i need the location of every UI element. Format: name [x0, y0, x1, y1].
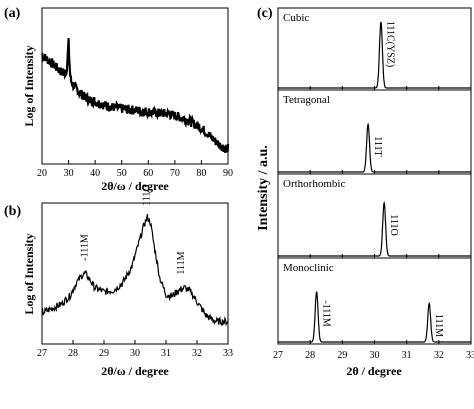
- subplot-tetragonal: Tetragonal 111T: [277, 89, 472, 175]
- panel-a-y-axis-label: Log of Intensity: [22, 45, 36, 126]
- panel-c-y-axis-label: Intensity / a.u.: [256, 145, 271, 231]
- subplot-peak-label: 111C(YSZ): [385, 21, 396, 67]
- panel-c-x-axis-label: 2θ / degree: [346, 364, 402, 378]
- panel-a-x-tick-label: 50: [117, 168, 127, 179]
- panel-c-x-ticks: 27 28 29 30 31 32 33: [273, 350, 474, 361]
- panel-b-peak-label: 111O: [142, 184, 153, 205]
- panel-b-label: (b): [4, 204, 21, 219]
- panel-b-x-tick-label: 29: [99, 348, 109, 359]
- panel-c-subplots: Cubic 111C(YSZ) Tetragonal 111T Orthorhombic…: [277, 7, 472, 345]
- panel-b-peak-label: 111M: [176, 251, 187, 274]
- panel-b-x-tick-label: 31: [161, 348, 171, 359]
- panel-b-x-axis-label: 2θ/ω / degree: [101, 364, 169, 378]
- panel-b-x-ticks: 27 28 29 30 31 32 33: [37, 340, 233, 359]
- panel-b-series-line: [41, 213, 229, 327]
- subplot-phase-label: Tetragonal: [283, 94, 330, 106]
- subplot-phase-label: Orthorhombic: [283, 178, 345, 190]
- panel-a-x-tick-label: 90: [223, 168, 233, 179]
- panel-b-x-tick-label: 27: [37, 348, 47, 359]
- panel-c-label: (c): [257, 6, 273, 21]
- panel-b-y-axis-label: Log of Intensity: [22, 233, 36, 314]
- subplot-peak-label: 111M: [433, 314, 444, 337]
- panel-b-frame: [41, 202, 229, 345]
- panel-c: (c) Cubic 111C(YSZ) Tetragonal 111T Orthorho…: [256, 6, 474, 378]
- subplot-peak-label: 111O: [388, 214, 399, 235]
- panel-a-series-line: [41, 38, 230, 153]
- subplot-phase-label: Cubic: [283, 12, 309, 24]
- panel-c-x-tick-label: 27: [273, 350, 283, 361]
- panel-a-x-tick-label: 30: [64, 168, 74, 179]
- panel-a-x-tick-label: 40: [90, 168, 100, 179]
- subplot-peak-label: -111M: [320, 300, 331, 327]
- panel-a-x-tick-label: 60: [143, 168, 153, 179]
- panel-b-x-tick-label: 30: [130, 348, 140, 359]
- panel-b-annotations: -111M 111O 111M: [80, 184, 187, 274]
- subplot-phase-label: Monoclinic: [283, 262, 334, 274]
- panel-b-peak-label: -111M: [80, 234, 91, 261]
- subplot-orthorhombic: Orthorhombic 111O: [277, 173, 472, 259]
- subplot-peak-label: 111T: [372, 136, 383, 156]
- panel-b-x-tick-label: 32: [192, 348, 202, 359]
- panel-c-x-tick-label: 28: [305, 350, 315, 361]
- panel-a-x-tick-label: 20: [37, 168, 47, 179]
- panel-a-label: (a): [4, 6, 21, 21]
- panel-a-x-tick-label: 70: [170, 168, 180, 179]
- panel-b-x-tick-label: 33: [223, 348, 233, 359]
- panel-c-x-tick-label: 30: [370, 350, 380, 361]
- panel-a-frame: [41, 7, 229, 165]
- subplot-peak-line: [278, 200, 471, 257]
- subplot-monoclinic: Monoclinic -111M 111M: [277, 257, 472, 345]
- panel-c-x-tick-label: 33: [466, 350, 474, 361]
- panel-c-x-tick-label: 31: [402, 350, 412, 361]
- panel-a-x-axis-label: 2θ/ω / degree: [101, 179, 169, 193]
- panel-c-x-tick-label: 32: [434, 350, 444, 361]
- panel-a-x-tick-label: 80: [196, 168, 206, 179]
- panel-a-x-ticks: 20 30 40 50 60 70 80 90: [37, 160, 233, 179]
- subplot-peak-line: [278, 21, 471, 89]
- subplot-cubic: Cubic 111C(YSZ): [277, 7, 472, 91]
- panel-b: (b) 27 28 29 30 31 32 33 -111M 111O 111M 2θ/ω / …: [4, 184, 233, 378]
- panel-c-x-tick-label: 29: [337, 350, 347, 361]
- panel-a: (a) 20 30 40 50 60 70 80 90 2θ/ω / degree Log o…: [4, 6, 233, 193]
- panel-b-x-tick-label: 28: [68, 348, 78, 359]
